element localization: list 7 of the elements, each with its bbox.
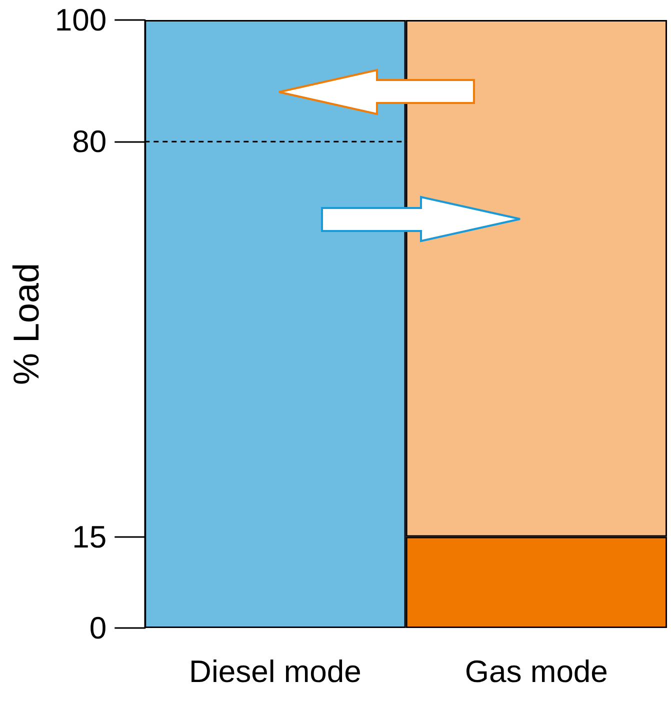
y-tick-label: 80 [72,124,107,160]
x-tick-label: Gas mode [464,654,608,689]
x-tick-label: Diesel mode [189,654,362,689]
y-tick-label: 100 [54,2,107,38]
y-tick-label: 15 [72,519,107,554]
y-tick-label: 0 [89,610,107,646]
y-axis-title: % Load [6,262,46,386]
